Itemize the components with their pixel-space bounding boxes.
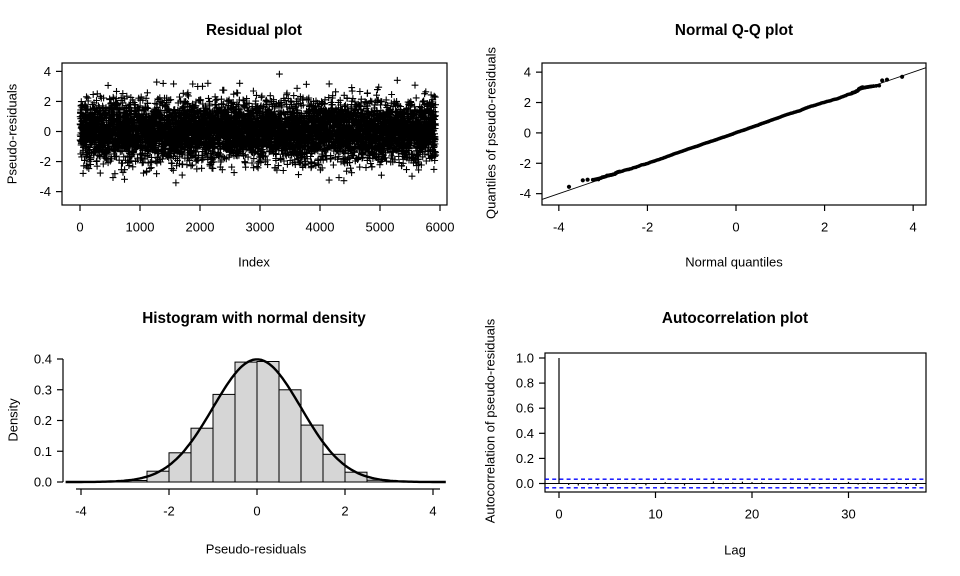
x-tick-label: -4 [553,220,565,235]
y-tick-label: 4 [44,64,51,79]
y-axis-label: Density [5,398,21,442]
x-tick-label: 4000 [306,220,335,235]
y-tick-label: 2 [44,94,51,109]
qq-point-band [591,84,876,182]
chart-title: Residual plot [205,22,303,39]
y-tick-label: 0.0 [34,475,52,490]
x-tick-label: -4 [75,504,87,519]
y-tick-label: -4 [39,184,51,199]
y-tick-label: -2 [519,156,531,171]
x-axis-label: Normal quantiles [685,254,783,270]
x-tick-label: -2 [642,220,654,235]
x-tick-label: 30 [841,507,855,522]
y-tick-label: 0.2 [34,413,52,428]
residual-points [76,70,440,187]
x-tick-label: 4 [429,504,436,519]
acf-bars [558,358,917,486]
y-tick-label: 0.2 [516,451,534,466]
plot-box [541,62,927,206]
y-tick-label: 4 [524,65,531,80]
qq-plot-svg: -4 -2 0 2 4 -4 -2 0 2 4 [519,62,927,235]
x-tick-label: 4 [910,220,917,235]
x-tick-label: 2000 [186,220,215,235]
acf-plot-svg: 0 10 20 30 0.0 0.2 0.4 0.6 0.8 1.0 [516,351,927,522]
y-axis-label: Quantiles of pseudo-residuals [483,47,499,219]
residual-plot-svg: 0 1000 2000 3000 4000 5000 6000 -4 -2 0 2 4 [39,62,455,235]
histogram-svg: -4 -2 0 2 4 0.0 0.1 0.2 0.3 0.4 [34,352,446,519]
histogram-bars [102,361,412,483]
y-tick-label: 0 [524,125,531,140]
panel-residual-plot: 0 1000 2000 3000 4000 5000 6000 -4 -2 0 2 4 Residua… [0,0,480,288]
y-tick-label: 0 [44,124,51,139]
x-tick-label: 0 [76,220,83,235]
y-tick-label: 0.3 [34,382,52,397]
qq-tail-points [566,74,905,189]
x-tick-label: 6000 [426,220,455,235]
x-tick-label: 2 [341,504,348,519]
panel-histogram: -4 -2 0 2 4 0.0 0.1 0.2 0.3 0.4 Histogram with no… [0,288,480,576]
plot-box [61,62,448,206]
x-axis-label: Index [238,254,270,270]
panel-acf-plot: 0 10 20 30 0.0 0.2 0.4 0.6 0.8 1.0 Autocorrelatio… [480,288,960,576]
x-tick-label: 10 [648,507,662,522]
y-tick-label: 0.0 [516,476,534,491]
x-axis-label: Lag [724,542,746,558]
x-axis-label: Pseudo-residuals [205,541,307,557]
x-tick-label: 1000 [126,220,155,235]
x-tick-label: 0 [555,507,562,522]
x-tick-label: 5000 [366,220,395,235]
chart-title: Autocorrelation plot [661,310,809,327]
y-tick-label: 0.8 [516,376,534,391]
chart-title: Normal Q-Q plot [674,22,794,39]
y-axis-label: Autocorrelation of pseudo-residuals [482,318,498,524]
y-tick-label: 0.1 [34,444,52,459]
plot-box [544,352,927,493]
y-tick-label: -4 [519,186,531,201]
x-tick-label: 2 [821,220,828,235]
x-tick-label: 0 [732,220,739,235]
y-tick-label: 2 [524,95,531,110]
panel-qq-plot: -4 -2 0 2 4 -4 -2 0 2 4 Normal Q-Q plot Normal qu… [480,0,960,288]
chart-title: Histogram with normal density [142,310,366,327]
x-tick-label: 0 [253,504,260,519]
y-tick-label: 0.4 [516,426,534,441]
y-tick-label: -2 [39,154,51,169]
y-tick-label: 0.4 [34,352,52,367]
x-tick-label: -2 [163,504,175,519]
x-tick-label: 3000 [246,220,275,235]
y-axis-label: Pseudo-residuals [4,83,20,185]
y-tick-label: 1.0 [516,351,534,366]
x-tick-label: 20 [745,507,759,522]
y-tick-label: 0.6 [516,401,534,416]
normal-density-curve [65,358,446,484]
